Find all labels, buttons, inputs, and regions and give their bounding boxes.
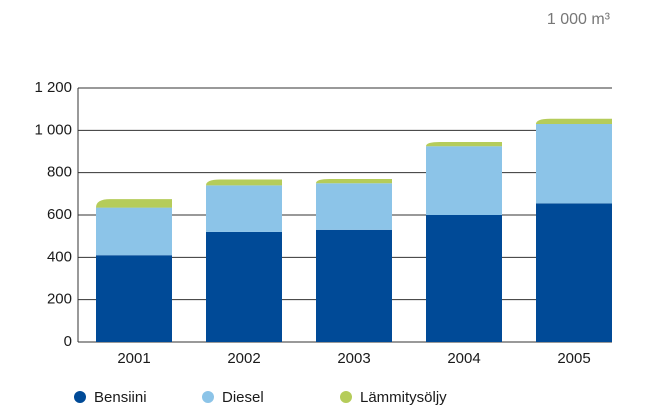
- bar-segment: [316, 179, 392, 184]
- x-tick-label: 2003: [337, 350, 370, 367]
- bar-segment: [536, 118, 612, 124]
- legend-label: Bensiini: [94, 389, 147, 406]
- bar-segment: [96, 199, 172, 208]
- legend-swatch: [202, 391, 214, 403]
- bar-segment: [426, 215, 502, 342]
- bar-segment: [536, 203, 612, 342]
- unit-label: 1 000 m³: [547, 11, 611, 28]
- y-tick-label: 400: [47, 248, 72, 265]
- bar-segment: [426, 146, 502, 215]
- bar-segment: [96, 255, 172, 342]
- bar-segment: [206, 185, 282, 232]
- y-tick-label: 1 000: [34, 121, 72, 138]
- y-tick-label: 1 200: [34, 79, 72, 96]
- bar-segment: [316, 183, 392, 230]
- legend-swatch: [340, 391, 352, 403]
- bar-segment: [316, 229, 392, 342]
- y-tick-label: 200: [47, 291, 72, 308]
- bar-segment: [206, 179, 282, 186]
- bar-segment: [536, 123, 612, 204]
- bar-segment: [426, 141, 502, 147]
- legend-label: Lämmitysöljy: [360, 389, 447, 406]
- legend-swatch: [74, 391, 86, 403]
- bar-segment: [206, 231, 282, 342]
- x-tick-label: 2005: [557, 350, 590, 367]
- x-tick-label: 2004: [447, 350, 480, 367]
- y-tick-label: 800: [47, 164, 72, 181]
- y-tick-label: 0: [64, 333, 72, 350]
- x-tick-label: 2002: [227, 350, 260, 367]
- y-tick-label: 600: [47, 206, 72, 223]
- legend-label: Diesel: [222, 389, 264, 406]
- bar-segment: [96, 207, 172, 256]
- x-tick-label: 2001: [117, 350, 150, 367]
